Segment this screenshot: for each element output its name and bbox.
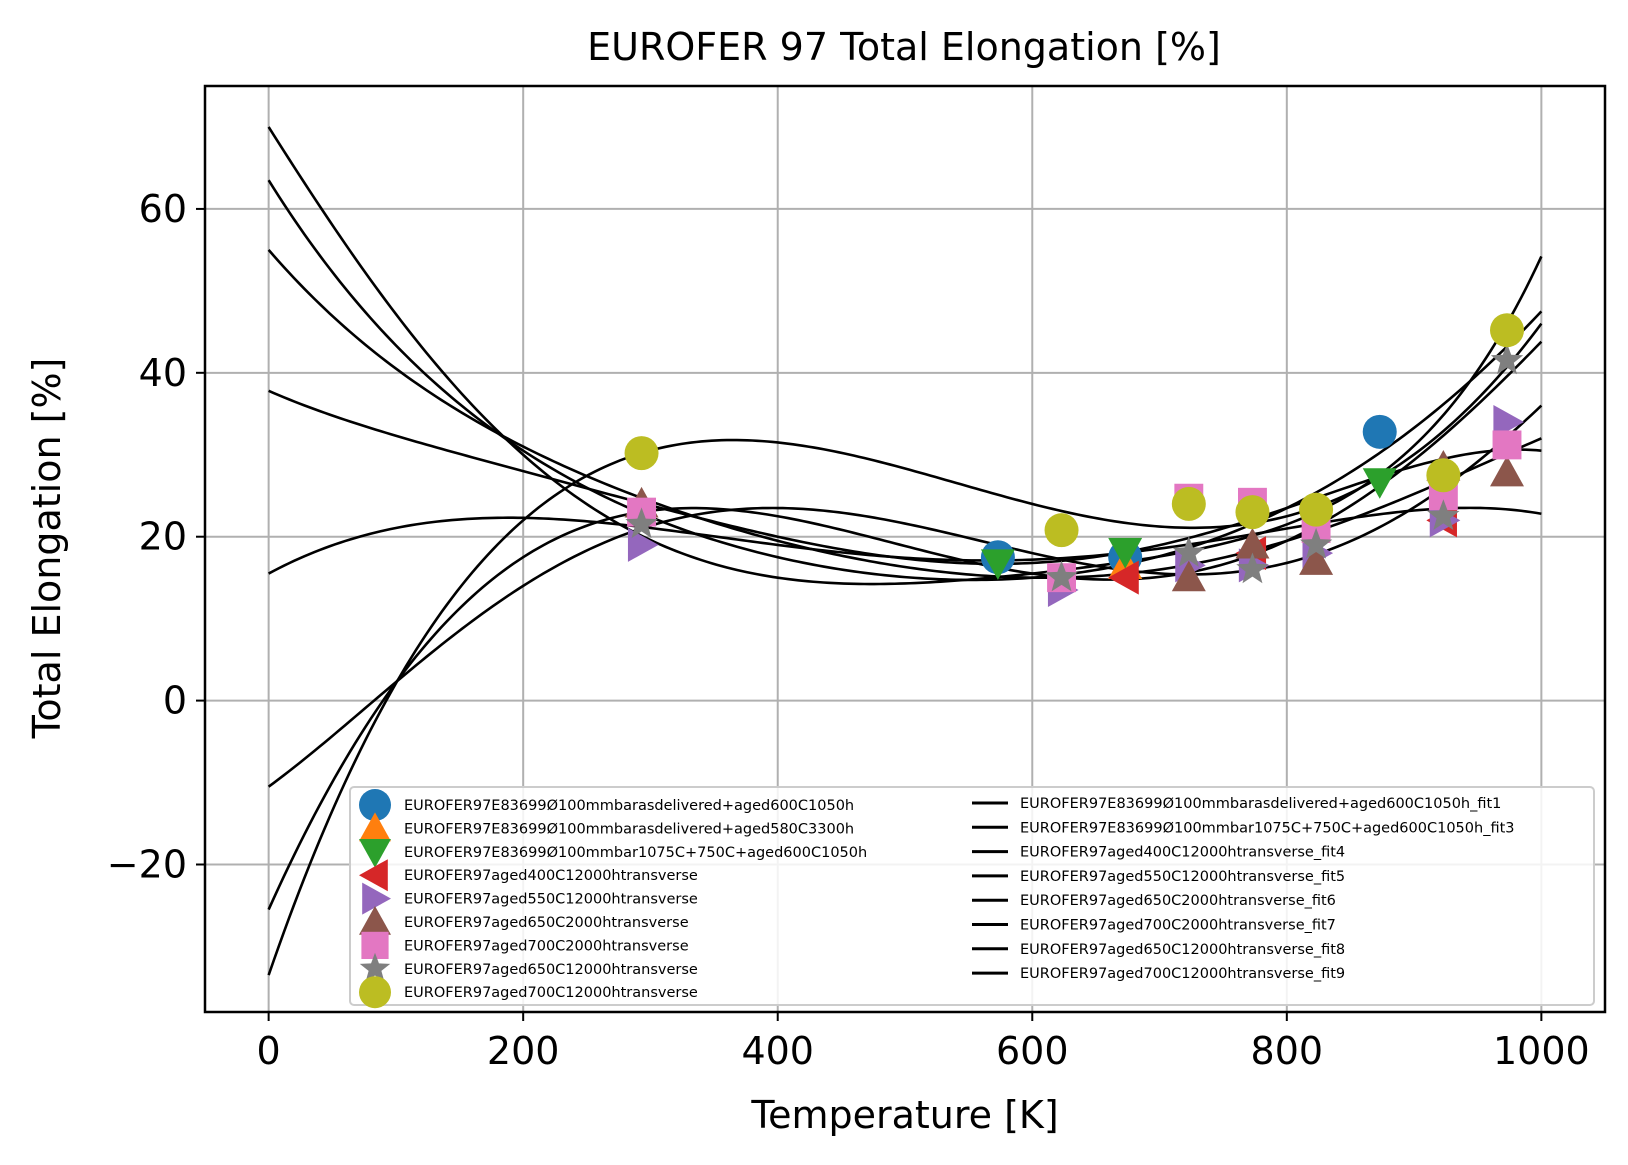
y-axis-label: Total Elongation [%] xyxy=(25,358,69,740)
legend-marker xyxy=(359,812,391,842)
data-point xyxy=(1235,495,1270,530)
data-point xyxy=(1172,536,1205,567)
legend-label: EUROFER97aged700C12000htransverse xyxy=(404,985,698,1001)
legend-marker xyxy=(359,859,388,892)
y-tick-label: 20 xyxy=(139,515,187,559)
data-point xyxy=(624,436,659,471)
legend-label: EUROFER97aged650C12000htransverse_fit8 xyxy=(1020,942,1345,958)
data-point xyxy=(627,527,659,562)
legend-label: EUROFER97aged400C12000htransverse_fit4 xyxy=(1020,845,1345,861)
data-point xyxy=(1235,527,1270,559)
data-markers xyxy=(624,313,1524,607)
legend-marker xyxy=(359,952,391,982)
x-tick-label: 800 xyxy=(1251,1029,1324,1073)
data-point xyxy=(1299,492,1334,527)
data-point xyxy=(625,507,658,539)
fit-curve xyxy=(267,179,1543,582)
legend-marker xyxy=(359,789,391,821)
legend-label: EUROFER97aged650C12000htransverse xyxy=(404,962,698,978)
data-point xyxy=(1236,552,1269,584)
data-point xyxy=(1490,313,1524,348)
data-point xyxy=(1045,560,1078,592)
x-tick-label: 400 xyxy=(741,1029,814,1073)
data-point xyxy=(1108,537,1143,569)
data-point xyxy=(1362,468,1397,499)
legend-label: EUROFER97E83699Ø100mmbar1075C+750C+aged6… xyxy=(1020,820,1515,836)
legend-marker xyxy=(359,906,391,935)
legend-label: EUROFER97E83699Ø100mmbarasdelivered+aged… xyxy=(404,821,854,837)
data-point xyxy=(1426,458,1461,493)
ticks: 0 200 400 600 800 1000 −20 0 20 40 60 xyxy=(107,187,1590,1073)
data-point xyxy=(1490,455,1524,487)
legend-label: EUROFER97aged400C12000htransverse xyxy=(404,868,698,884)
data-point xyxy=(1044,513,1079,548)
x-axis-label: Temperature [K] xyxy=(750,1093,1058,1137)
data-point xyxy=(1427,499,1460,530)
legend-marker xyxy=(362,882,391,915)
legend: EUROFER97E83699Ø100mmbarasdelivered+aged… xyxy=(349,786,1595,1009)
legend-label: EUROFER97aged700C12000htransverse_fit9 xyxy=(1020,966,1345,982)
legend-label: EUROFER97aged650C2000htransverse xyxy=(404,915,689,931)
data-point xyxy=(980,549,1015,580)
legend-label: EUROFER97aged550C12000htransverse_fit5 xyxy=(1020,869,1345,885)
data-point xyxy=(1490,343,1524,375)
data-point xyxy=(1171,560,1206,592)
y-tick-label: 0 xyxy=(163,679,187,723)
legend-label: EUROFER97aged550C12000htransverse xyxy=(404,892,698,908)
data-point xyxy=(1362,414,1397,449)
legend-label: EUROFER97E83699Ø100mmbarasdelivered+aged… xyxy=(1020,796,1501,812)
y-tick-label: −20 xyxy=(107,842,187,886)
legend-label: EUROFER97E83699Ø100mmbar1075C+750C+aged6… xyxy=(404,845,867,861)
chart-title: EUROFER 97 Total Elongation [%] xyxy=(587,25,1221,69)
grid xyxy=(205,86,1605,1012)
plot-area xyxy=(267,126,1543,976)
fit-curve xyxy=(268,389,1542,566)
data-point xyxy=(1299,544,1334,575)
legend-marker xyxy=(359,839,391,868)
legend-label: EUROFER97aged700C2000htransverse xyxy=(404,938,689,954)
legend-label: EUROFER97aged650C2000htransverse_fit6 xyxy=(1020,893,1336,909)
data-point xyxy=(1492,430,1522,460)
fit-curve xyxy=(267,404,1543,788)
data-point xyxy=(1299,527,1333,559)
x-tick-label: 0 xyxy=(257,1029,281,1073)
legend-label: EUROFER97aged700C2000htransverse_fit7 xyxy=(1020,918,1336,934)
x-tick-label: 200 xyxy=(487,1029,560,1073)
legend-label: EUROFER97E83699Ø100mmbarasdelivered+aged… xyxy=(404,798,854,814)
y-tick-label: 40 xyxy=(139,351,187,395)
data-point xyxy=(1171,486,1206,521)
x-tick-label: 600 xyxy=(996,1029,1069,1073)
legend-marker xyxy=(359,976,391,1009)
legend-box xyxy=(349,786,1595,1006)
plot-frame xyxy=(203,84,1607,1014)
data-point xyxy=(1108,560,1139,595)
x-tick-label: 1000 xyxy=(1493,1029,1590,1073)
y-tick-label: 60 xyxy=(139,187,187,231)
